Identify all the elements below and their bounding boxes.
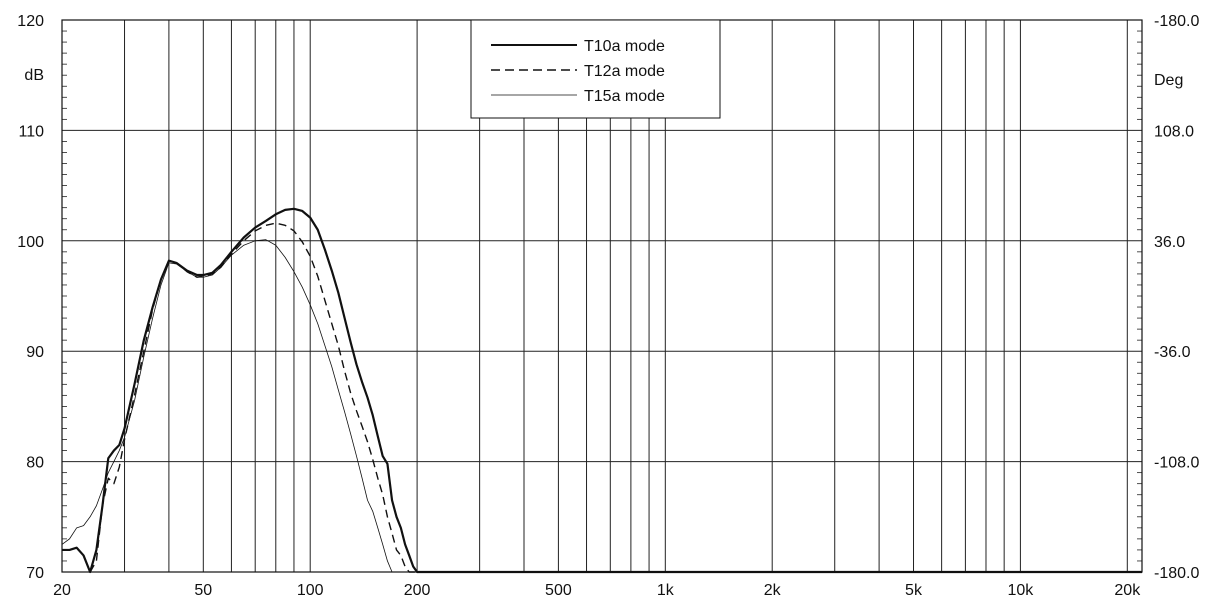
legend-label-t12a: T12a mode xyxy=(584,63,665,80)
y2-tick-label: 108.0 xyxy=(1154,123,1194,140)
tick-labels: 20 50 100 200 500 1k 2k 5k 10k 20k 120 110 100 90 80 70… xyxy=(17,13,1199,599)
x-tick-label: 100 xyxy=(297,582,324,599)
x-tick-label: 500 xyxy=(545,582,572,599)
series-line-1 xyxy=(62,207,1142,574)
series-line-2 xyxy=(89,222,1142,573)
y2-tick-label: -180.0 xyxy=(1154,13,1199,30)
legend-box xyxy=(470,19,721,119)
x-tick-label: 20 xyxy=(53,582,71,599)
x-tick-label: 1k xyxy=(657,582,675,599)
series-line-3 xyxy=(61,239,1142,573)
series-layer xyxy=(61,207,1142,574)
y-tick-label: 90 xyxy=(26,344,44,361)
x-tick-label: 50 xyxy=(194,582,212,599)
y2-axis-label: Deg xyxy=(1154,72,1183,89)
legend-label-t15a: T15a mode xyxy=(584,88,665,105)
x-tick-label: 200 xyxy=(404,582,431,599)
y2-tick-label: -108.0 xyxy=(1154,455,1199,472)
x-tick-label: 10k xyxy=(1008,582,1035,599)
legend: T10a mode T12a mode T15a mode xyxy=(470,19,721,119)
y2-tick-label: -180.0 xyxy=(1154,565,1199,582)
legend-label-t10a: T10a mode xyxy=(584,38,665,55)
y-tick-label: 70 xyxy=(26,565,44,582)
x-tick-label: 20k xyxy=(1114,582,1141,599)
y-tick-label: 120 xyxy=(17,13,44,30)
y-axis-label: dB xyxy=(24,67,44,84)
y-tick-label: 100 xyxy=(17,234,44,251)
x-tick-label: 5k xyxy=(905,582,923,599)
y-tick-label: 80 xyxy=(26,455,44,472)
y-tick-label: 110 xyxy=(18,123,44,140)
y2-tick-label: -36.0 xyxy=(1154,344,1191,361)
x-tick-label: 2k xyxy=(764,582,782,599)
y2-tick-label: 36.0 xyxy=(1154,234,1185,251)
